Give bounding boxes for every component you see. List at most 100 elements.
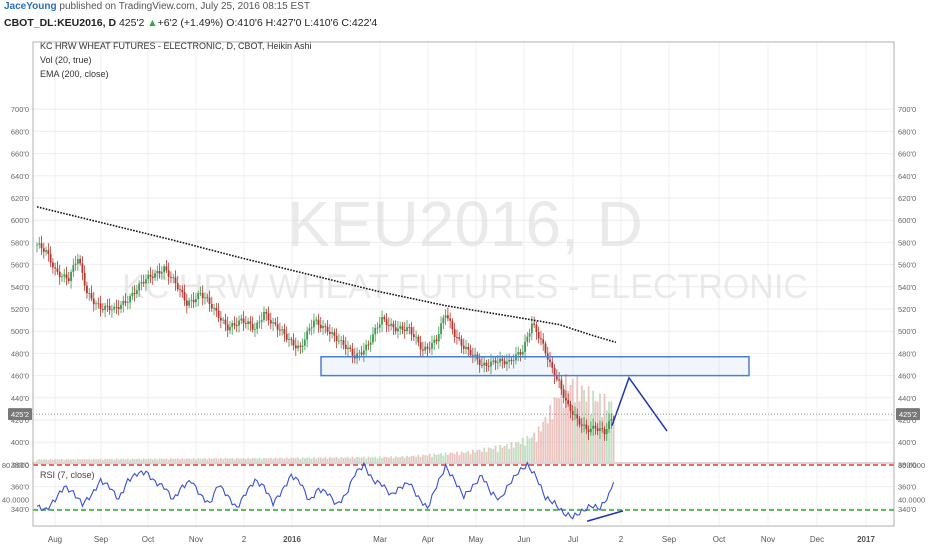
candle-body xyxy=(61,276,63,278)
volume-bar xyxy=(140,459,143,462)
candle-body xyxy=(142,282,145,284)
volume-bar xyxy=(292,457,295,462)
candle-body xyxy=(435,339,438,342)
projection-path[interactable] xyxy=(611,376,668,432)
candle-body xyxy=(74,263,77,266)
candle-body xyxy=(449,318,452,321)
volume-bar xyxy=(154,458,156,462)
price-tick-left: 360'0 xyxy=(11,483,29,492)
candle-body xyxy=(315,319,318,321)
candle-body xyxy=(601,428,604,430)
volume-bar xyxy=(176,458,179,462)
volume-bar xyxy=(45,459,47,462)
volume-bar xyxy=(535,441,538,462)
rsi-line xyxy=(36,461,615,520)
candle-body xyxy=(490,361,492,367)
publisher-bar: JaceYoung published on TradingView.com, … xyxy=(0,0,932,14)
candle-body xyxy=(217,310,220,318)
volume-bar xyxy=(401,456,404,462)
chart-area[interactable]: KEU2016, D KC HRW WHEAT FUTURES - ELECTR… xyxy=(0,36,932,550)
candle-body xyxy=(540,338,542,340)
symbol-name[interactable]: CBOT_DL:KEU2016, D xyxy=(4,17,117,29)
candle-body xyxy=(474,354,477,356)
candle-body xyxy=(494,360,497,363)
candle-body xyxy=(419,342,422,350)
volume-bar xyxy=(517,441,520,462)
candle-body xyxy=(113,306,116,310)
volume-bar xyxy=(310,458,313,462)
candle-body xyxy=(446,315,449,319)
volume-bar xyxy=(306,457,309,462)
volume-bar xyxy=(149,458,152,462)
price-tick-right: 540'0 xyxy=(898,283,916,292)
volume-bar xyxy=(533,432,536,462)
time-tick: Sep xyxy=(94,535,109,544)
candle-body xyxy=(219,317,222,321)
volume-bar xyxy=(156,459,159,462)
volume-bar xyxy=(108,459,111,462)
support-zone-rectangle[interactable] xyxy=(320,355,750,377)
volume-bar xyxy=(406,455,408,462)
volume-bar xyxy=(403,458,406,462)
volume-bar xyxy=(446,454,449,462)
candle-body xyxy=(38,243,41,245)
candle-body xyxy=(151,276,154,278)
volume-bar xyxy=(106,459,109,462)
candle-body xyxy=(224,319,227,325)
volume-bar xyxy=(490,448,492,462)
candle-body xyxy=(108,305,111,311)
price-tick-left: 460'0 xyxy=(11,372,29,381)
volume-bar xyxy=(333,457,336,462)
candle-body xyxy=(412,334,415,337)
candle-body xyxy=(349,347,352,349)
candle-body xyxy=(537,332,540,339)
volume-bar xyxy=(399,457,402,462)
volume-bar xyxy=(338,458,340,462)
volume-bar xyxy=(390,456,393,462)
publisher-text: published on TradingView.com, July 25, 2… xyxy=(59,1,310,12)
ohlc-values: O:410'6 H:427'0 L:410'6 C:422'4 xyxy=(226,17,378,29)
candle-body xyxy=(122,300,125,305)
volume-bar xyxy=(512,447,515,462)
volume-bar xyxy=(417,454,420,462)
volume-bar xyxy=(72,459,75,462)
author-link[interactable]: JaceYoung xyxy=(4,1,57,12)
volume-bar xyxy=(251,458,254,462)
volume-bar xyxy=(574,402,576,462)
rsi-trendline[interactable] xyxy=(586,510,624,522)
candle-body xyxy=(510,359,513,361)
volume-bar xyxy=(90,459,93,462)
chart-legend: KC HRW WHEAT FUTURES - ELECTRONIC, D, CB… xyxy=(40,41,312,79)
volume-bar xyxy=(215,458,218,462)
volume-bar xyxy=(231,457,234,462)
candle-body xyxy=(331,332,333,334)
volume-bar xyxy=(526,435,529,462)
candle-body xyxy=(288,339,290,340)
price-tick-right: 600'0 xyxy=(898,216,916,225)
time-tick: Mar xyxy=(373,535,387,544)
candle-body xyxy=(76,259,79,264)
candle-body xyxy=(197,293,200,299)
candle-body xyxy=(401,326,404,330)
ema-line xyxy=(36,206,617,344)
candle-body xyxy=(247,321,250,324)
candle-body xyxy=(335,335,338,342)
candle-body xyxy=(508,359,511,362)
volume-bar xyxy=(151,459,154,462)
price-tick-right: 460'0 xyxy=(898,372,916,381)
volume-bar xyxy=(163,459,166,462)
price-tick-right: 340'0 xyxy=(898,505,916,514)
candle-body xyxy=(263,311,265,320)
candle-body xyxy=(369,342,372,345)
volume-bar xyxy=(181,458,184,462)
volume-bar xyxy=(213,458,215,462)
volume-bar xyxy=(344,457,347,462)
candle-body xyxy=(192,299,195,303)
volume-bar xyxy=(510,442,513,462)
volume-bar xyxy=(222,459,225,462)
volume-bar xyxy=(437,454,440,462)
volume-bar xyxy=(217,459,220,462)
candle-body xyxy=(319,324,322,329)
volume-bar xyxy=(362,456,365,462)
candle-body xyxy=(145,279,147,284)
